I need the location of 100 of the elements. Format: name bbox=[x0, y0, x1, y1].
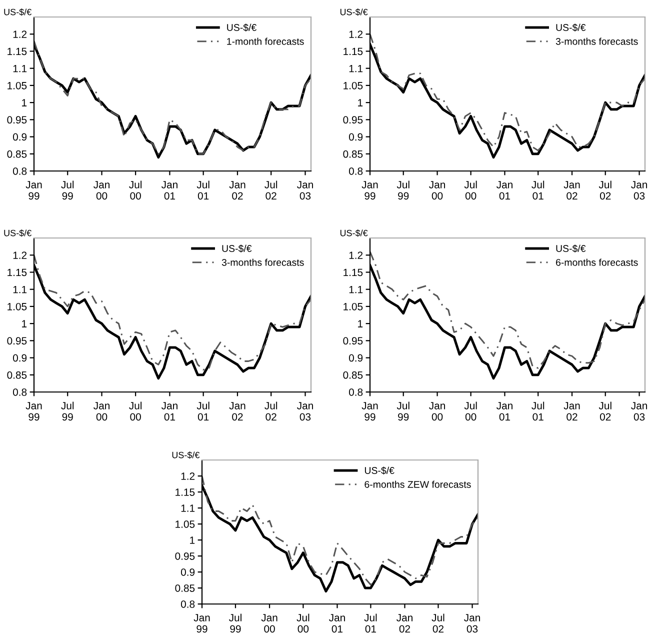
y-tick-label: 0.8 bbox=[12, 168, 27, 175]
y-tick-label: 1.15 bbox=[176, 488, 195, 496]
x-tick-label: Jan 00 bbox=[429, 181, 445, 200]
x-tick-label: Jan 01 bbox=[328, 614, 345, 633]
y-tick-label: 1.1 bbox=[13, 64, 27, 72]
y-tick-label: 1.15 bbox=[344, 48, 363, 56]
legend-label: 6-months ZEW forecasts bbox=[364, 480, 471, 488]
y-tick-label: 1.2 bbox=[181, 472, 195, 480]
x-tick-label: Jan 02 bbox=[229, 181, 246, 200]
y-tick-label: 0.95 bbox=[7, 337, 27, 345]
y-tick-label: 1 bbox=[358, 99, 363, 106]
legend-label: 6-months forecasts bbox=[556, 258, 638, 266]
x-tick-label: Jan 99 bbox=[194, 614, 210, 633]
y-tick-label: 1.05 bbox=[8, 302, 27, 310]
y-tick-label: 0.95 bbox=[175, 552, 195, 560]
x-tick-label: Jul 02 bbox=[264, 180, 278, 200]
y-tick-label: 1.2 bbox=[13, 30, 27, 38]
x-tick-label: Jul 99 bbox=[228, 614, 242, 633]
x-tick-label: Jan 03 bbox=[297, 181, 313, 200]
x-tick-label: Jan 01 bbox=[161, 402, 178, 421]
y-tick-label: 0.95 bbox=[343, 116, 363, 124]
x-tick-label: Jan 02 bbox=[229, 402, 246, 421]
x-tick-label: Jul 01 bbox=[364, 614, 377, 633]
x-tick-label: Jul 00 bbox=[129, 180, 142, 200]
x-tick-label: Jul 00 bbox=[296, 614, 310, 633]
x-tick-label: Jan 00 bbox=[261, 614, 278, 633]
y-tick-label: 1 bbox=[22, 320, 27, 328]
x-tick-label: Jan 99 bbox=[362, 181, 378, 200]
x-tick-label: Jan 02 bbox=[564, 181, 580, 200]
legend-label: US-$/€ bbox=[364, 466, 394, 475]
y-tick-label: 1.15 bbox=[8, 268, 27, 276]
legend-label: US-$/€ bbox=[227, 24, 257, 32]
legend-label: 1-month forecasts bbox=[227, 38, 304, 45]
y-tick-label: 0.9 bbox=[348, 133, 363, 141]
x-tick-label: Jan 01 bbox=[496, 181, 512, 200]
legend-label: US-$/€ bbox=[222, 244, 252, 253]
x-tick-label: Jan 03 bbox=[464, 614, 480, 633]
y-tick-label: 1.15 bbox=[344, 268, 363, 276]
y-tick-label: 0.85 bbox=[7, 371, 27, 379]
y-tick-label: 1.05 bbox=[8, 82, 27, 90]
x-tick-label: Jan 03 bbox=[297, 402, 313, 421]
y-tick-label: 0.8 bbox=[180, 600, 195, 608]
y-tick-label: 0.85 bbox=[343, 371, 363, 379]
y-axis-title: US-$/€ bbox=[4, 8, 32, 16]
x-tick-label: Jul 00 bbox=[464, 180, 477, 200]
x-tick-label: Jul 02 bbox=[598, 180, 612, 200]
y-tick-label: 1.05 bbox=[344, 82, 363, 90]
x-tick-label: Jul 02 bbox=[598, 402, 612, 421]
y-axis-title: US-$/€ bbox=[340, 229, 368, 237]
y-tick-label: 0.85 bbox=[175, 584, 195, 592]
x-tick-label: Jan 01 bbox=[161, 181, 178, 200]
x-tick-label: Jul 01 bbox=[532, 180, 544, 200]
x-tick-label: Jan 00 bbox=[429, 402, 445, 421]
x-tick-label: Jul 02 bbox=[264, 402, 278, 421]
x-tick-label: Jan 99 bbox=[26, 402, 42, 421]
y-tick-label: 0.85 bbox=[7, 150, 27, 158]
y-tick-label: 0.8 bbox=[348, 168, 363, 175]
y-tick-label: 1.05 bbox=[176, 520, 195, 528]
y-tick-label: 1.2 bbox=[349, 252, 363, 259]
y-tick-label: 0.95 bbox=[343, 337, 363, 345]
x-tick-label: Jul 99 bbox=[61, 402, 74, 421]
y-tick-label: 0.8 bbox=[348, 388, 363, 396]
x-tick-label: Jan 03 bbox=[631, 181, 648, 200]
x-tick-label: Jul 99 bbox=[396, 180, 410, 200]
x-tick-label: Jul 99 bbox=[61, 180, 74, 200]
x-tick-label: Jul 00 bbox=[129, 402, 142, 421]
legend-label: US-$/€ bbox=[556, 244, 586, 253]
x-tick-label: Jan 00 bbox=[94, 402, 110, 421]
x-tick-label: Jul 01 bbox=[196, 402, 210, 421]
x-tick-label: Jan 02 bbox=[396, 614, 412, 633]
y-tick-label: 0.9 bbox=[12, 354, 27, 362]
y-axis-title: US-$/€ bbox=[4, 229, 32, 237]
x-tick-label: Jan 02 bbox=[564, 402, 580, 421]
y-axis-title: US-$/€ bbox=[340, 8, 368, 16]
x-tick-label: Jan 99 bbox=[362, 402, 378, 421]
y-tick-label: 1 bbox=[190, 536, 195, 544]
x-tick-label: Jan 03 bbox=[631, 402, 648, 421]
line-series bbox=[370, 250, 645, 369]
y-tick-label: 1 bbox=[358, 320, 363, 328]
y-tick-label: 1.1 bbox=[349, 64, 363, 72]
y-tick-label: 0.9 bbox=[12, 133, 27, 141]
y-axis-title: US-$/€ bbox=[172, 451, 200, 459]
x-tick-label: Jul 00 bbox=[464, 402, 477, 421]
legend-label: US-$/€ bbox=[556, 24, 586, 32]
y-tick-label: 1.05 bbox=[344, 302, 363, 310]
legend-label: 3-months forecasts bbox=[222, 258, 304, 266]
y-tick-label: 1.1 bbox=[13, 286, 27, 294]
y-tick-label: 1 bbox=[22, 99, 27, 106]
x-tick-label: Jul 01 bbox=[532, 402, 544, 421]
x-tick-label: Jul 02 bbox=[432, 614, 444, 633]
y-tick-label: 0.95 bbox=[7, 116, 27, 124]
x-tick-label: Jul 99 bbox=[396, 402, 410, 421]
y-tick-label: 0.8 bbox=[12, 388, 27, 396]
x-tick-label: Jan 99 bbox=[26, 181, 42, 200]
line-series bbox=[34, 254, 311, 371]
y-tick-label: 0.9 bbox=[180, 568, 195, 576]
y-tick-label: 1.15 bbox=[8, 48, 27, 56]
y-tick-label: 1.1 bbox=[349, 286, 363, 294]
y-tick-label: 1.2 bbox=[349, 30, 363, 38]
y-tick-label: 1.1 bbox=[181, 504, 195, 512]
